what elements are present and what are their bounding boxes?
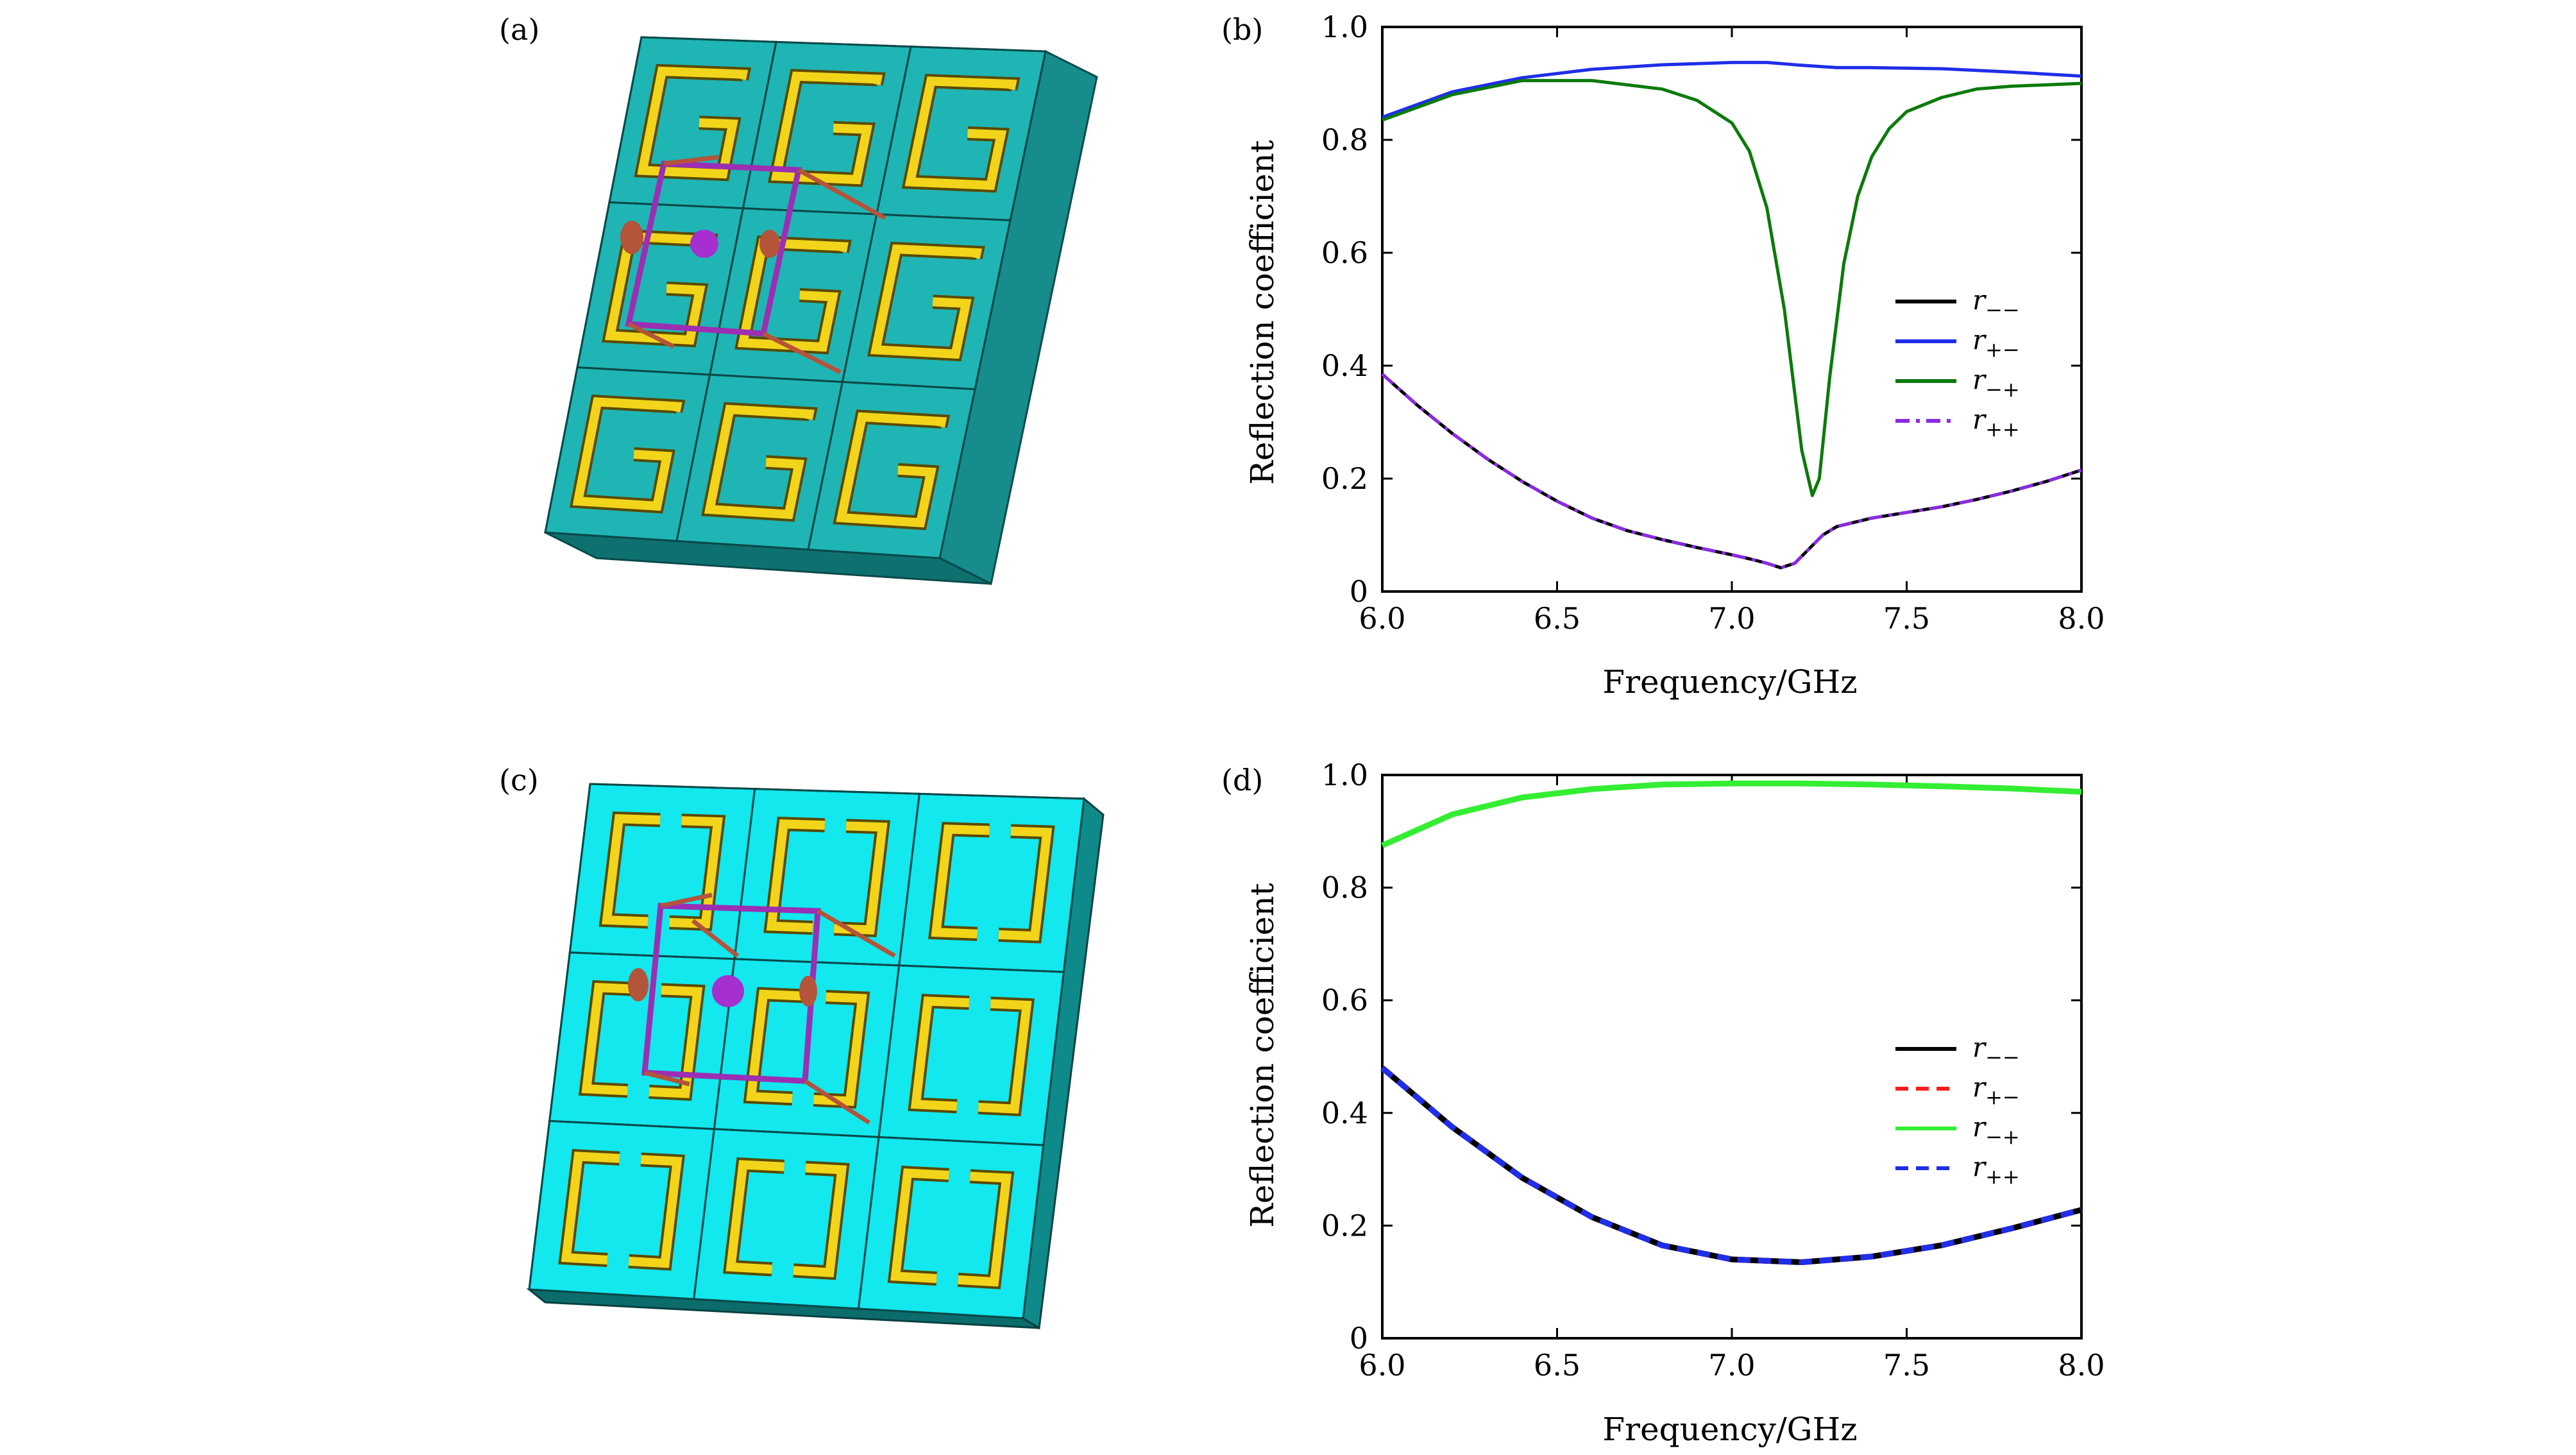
structure-c-cell-border [857,1136,1045,1320]
chart-d-ylabel: Reflection coefficient [1244,883,1281,1228]
atom-a-center [690,230,718,258]
chart-b-legend-label: r−+ [1972,364,2020,402]
chart-b-xtick-label: 6.0 [1359,601,1405,636]
structure-c-resonator [669,816,723,929]
chart-b-ytick-label: 1.0 [1321,10,1368,44]
chart-b-ytick-label: 0.4 [1321,348,1368,383]
chart-b-legend-label: r+− [1972,324,2020,362]
chart-b-xtick-label: 6.5 [1534,601,1580,636]
chart-d-ytick-label: 0.6 [1321,983,1368,1017]
chart-d-legend-label: r+− [1972,1071,2020,1109]
panel-label-a: (a) [499,12,539,47]
chart-b: 6.0 6.5 7.0 7.5 8.0 0 0.2 0.4 0.6 0.8 1.0 r−−r+−r−+… [1244,10,2105,701]
chart-d-xtick-label: 6.0 [1359,1348,1405,1383]
chart-d-legend-label: r++ [1972,1151,2020,1189]
structure-a-resonator [572,397,682,511]
structure-c-resonator [978,999,1032,1114]
chart-d-xtick-label: 8.0 [2058,1348,2105,1383]
chart-d-series-2 [1381,780,2082,848]
structure-c-resonator [931,824,990,939]
chart-b-legend-sub: −+ [1985,377,2020,402]
structure-c-resonator [746,989,805,1103]
structure-c-resonator [725,1160,784,1274]
chart-b-xtick-label: 7.0 [1708,601,1755,636]
atom-c-left [628,968,648,1001]
structure-c-resonator [998,826,1053,941]
chart-d-xtick-label: 7.5 [1883,1348,1930,1383]
structure-c-resonator [793,1163,847,1277]
chart-d-legend-sub: −− [1985,1045,2020,1069]
chart-d-legend-label: r−+ [1972,1111,2020,1149]
chart-d-plot-area: 6.0 6.5 7.0 7.5 8.0 0 0.2 0.4 0.6 0.8 1.0 r−−r+−r−+… [1321,758,2105,1383]
chart-b-legend-label: r−− [1972,284,2020,322]
chart-b-ytick-label: 0 [1350,574,1368,609]
structure-c-resonator [766,819,826,933]
structure-a-resonator [836,412,947,528]
structure-c-resonator [958,1171,1012,1287]
structure-c-resonator [628,1155,682,1268]
structure-c-resonator [910,996,970,1111]
structure-c-resonator [890,1168,949,1284]
chart-b-legend-sub: ++ [1985,417,2020,441]
structure-c-resonator [581,983,640,1096]
structure-a-resonator [737,238,849,352]
chart-b-plot-area: 6.0 6.5 7.0 7.5 8.0 0 0.2 0.4 0.6 0.8 1.0 r−−r+−r−+… [1321,10,2105,636]
cells-a [544,36,1047,559]
chart-d-legend-sub: −+ [1985,1125,2020,1149]
rods-a [627,155,886,375]
chart-d-ytick-label: 0.2 [1321,1208,1368,1243]
chart-b-ylabel: Reflection coefficient [1244,140,1281,485]
structure-c-illustration [526,783,1105,1330]
chart-b-series-1 [1382,60,2082,119]
chart-d-xlabel: Frequency/GHz [1602,1411,1857,1448]
atom-c-right [799,976,817,1007]
chart-b-legend-sub: +− [1985,337,2020,362]
chart-d-legend-sub: +− [1985,1085,2020,1109]
structure-c-resonator [648,985,703,1098]
chart-d-ytick-label: 0.8 [1321,871,1368,905]
structure-a-resonator [870,244,982,359]
atom-c-center [712,975,744,1007]
structure-a-resonator [904,76,1017,191]
chart-d-legend-sub: ++ [1985,1164,2020,1189]
structure-a-cell-border [807,380,976,559]
atom-a-right [759,230,780,258]
structure-c-resonator [561,1152,620,1264]
atom-a-left [620,221,643,254]
chart-b-ytick-label: 0.6 [1321,235,1368,270]
structure-a-resonator [770,71,883,185]
chart-b-legend-sub: −− [1985,298,2020,322]
structure-c-resonator [602,813,661,926]
chart-d: 6.0 6.5 7.0 7.5 8.0 0 0.2 0.4 0.6 0.8 1.0 r−−r+−r−+… [1244,758,2105,1448]
chart-b-ytick-label: 0.8 [1321,123,1368,157]
panel-label-c: (c) [499,763,539,797]
chart-d-ytick-label: 0 [1350,1321,1368,1356]
chart-b-legend-label: r++ [1972,404,2020,441]
chart-b-ytick-label: 0.2 [1321,461,1368,496]
chart-d-series-3 [1380,1066,2083,1265]
chart-d-ytick-label: 0.4 [1321,1096,1368,1130]
chart-b-series-2 [1382,79,2082,497]
panel-label-b: (b) [1221,12,1263,47]
chart-b-xtick-label: 8.0 [2058,601,2105,636]
structure-a-illustration [544,36,1098,586]
chart-d-legend-label: r−− [1972,1032,2020,1069]
chart-b-xtick-label: 7.5 [1883,601,1930,636]
chart-b-series-3 [1381,373,2082,570]
structure-a-resonator [704,404,815,520]
chart-b-xlabel: Frequency/GHz [1602,663,1857,701]
chart-d-xtick-label: 6.5 [1534,1348,1580,1383]
structure-a-resonator [637,66,749,179]
chart-d-xtick-label: 7.0 [1708,1348,1755,1383]
chart-d-ytick-label: 1.0 [1321,758,1368,792]
panel-label-d: (d) [1221,763,1263,797]
rods-c [644,892,896,1125]
